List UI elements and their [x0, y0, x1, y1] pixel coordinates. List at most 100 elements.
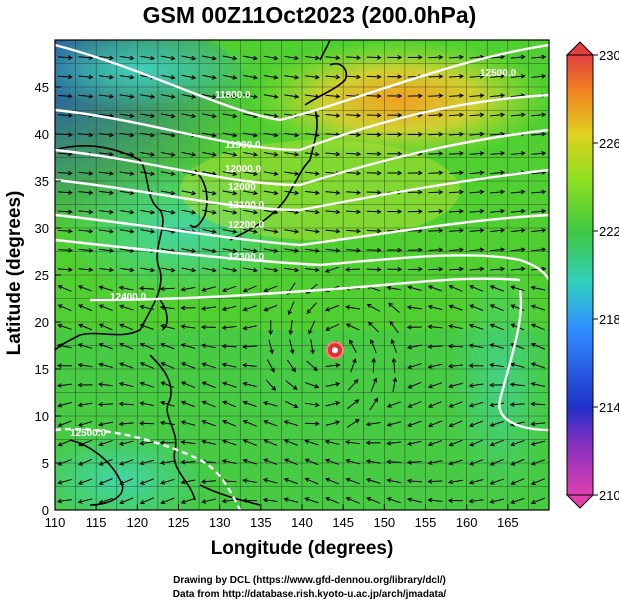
wind-arrow — [284, 74, 300, 80]
wind-arrow — [57, 439, 72, 447]
wind-arrow — [57, 93, 73, 99]
contour-label-3: 12000.0 — [225, 164, 262, 175]
wind-arrow — [119, 323, 134, 331]
wind-arrow — [490, 73, 506, 79]
wind-arrow — [304, 477, 319, 485]
wind-arrow — [119, 209, 135, 215]
wind-arrow — [242, 419, 257, 427]
coast-sakhalin — [319, 40, 331, 61]
wind-arrow — [366, 93, 382, 99]
wind-arrow — [119, 74, 135, 80]
wind-arrow — [222, 94, 238, 99]
wind-arrow — [366, 170, 382, 176]
wind-arrow — [160, 323, 175, 330]
wind-arrow — [386, 401, 401, 408]
wind-arrow — [427, 382, 443, 389]
wind-arrow — [325, 151, 341, 157]
wind-arrow — [325, 362, 341, 368]
wind-arrow — [201, 381, 216, 389]
wind-arrow — [386, 421, 402, 427]
wind-arrow — [468, 401, 484, 408]
wind-arrow — [159, 286, 175, 292]
wind-arrow — [304, 421, 320, 427]
wind-arrow — [346, 170, 362, 176]
wind-arrow — [365, 421, 381, 427]
wind-arrow — [406, 478, 422, 484]
wind-arrow — [530, 342, 545, 350]
wind-arrow — [468, 323, 484, 330]
wind-arrow — [390, 338, 398, 354]
wind-arrow — [530, 421, 546, 427]
wind-arrow — [407, 209, 423, 214]
wind-arrow — [263, 74, 279, 80]
wind-arrow — [427, 324, 443, 330]
wind-arrow — [448, 382, 463, 389]
wind-arrow — [242, 381, 258, 388]
wind-arrow — [325, 190, 341, 195]
wind-arrow — [99, 74, 115, 80]
colorbar-tick-label: 222 — [599, 224, 619, 239]
wind-arrow — [139, 478, 154, 485]
wind-arrow — [140, 113, 156, 119]
wind-arrow — [57, 209, 73, 215]
x-axis-title: Longitude (degrees) — [210, 538, 394, 559]
wind-arrow — [406, 324, 422, 330]
wind-arrow — [428, 189, 444, 195]
wind-arrow — [366, 190, 382, 195]
wind-arrow — [263, 304, 278, 312]
wind-arrow — [427, 344, 443, 350]
wind-arrow — [181, 113, 197, 119]
wind-arrow — [181, 190, 197, 196]
wind-arrow — [469, 112, 485, 118]
wind-arrow — [180, 497, 196, 505]
wind-arrow — [530, 459, 546, 466]
wind-arrow — [283, 477, 299, 485]
wind-arrow — [427, 401, 443, 408]
y-tick-label: 25 — [35, 268, 49, 283]
wind-arrow — [448, 324, 463, 330]
wind-arrow — [77, 323, 93, 331]
wind-arrow — [140, 209, 156, 215]
wind-arrow — [285, 380, 298, 390]
coast-asia — [55, 145, 164, 351]
coast-japan — [229, 109, 318, 241]
wind-arrow — [221, 459, 237, 464]
wind-arrow — [448, 131, 464, 137]
wind-arrow — [284, 94, 300, 99]
wind-arrow — [263, 171, 279, 176]
wind-arrow — [201, 420, 216, 427]
wind-arrow — [99, 267, 115, 273]
wind-arrow — [202, 113, 217, 119]
grid — [55, 40, 549, 510]
wind-arrow — [57, 190, 73, 195]
wind-arrow — [222, 248, 238, 254]
wind-arrow — [427, 479, 443, 484]
wind-arrow — [221, 362, 237, 368]
wind-arrow — [367, 321, 379, 333]
wind-arrow — [510, 73, 526, 79]
wind-arrow — [304, 458, 319, 466]
wind-arrow — [325, 113, 341, 118]
wind-arrow — [325, 55, 341, 61]
wind-arrow — [243, 229, 259, 234]
wind-arrow — [140, 94, 156, 99]
wind-arrow — [387, 151, 403, 157]
wind-arrow — [222, 171, 238, 177]
wind-arrow — [530, 362, 546, 369]
wind-arrow — [77, 478, 93, 485]
wind-arrow — [304, 402, 320, 408]
wind-arrow — [201, 286, 216, 292]
wind-arrow — [510, 304, 525, 311]
wind-arrow — [366, 247, 382, 253]
wind-arrow — [489, 323, 504, 331]
wind-arrow — [530, 401, 546, 407]
wind-arrow — [391, 357, 397, 373]
wind-arrow — [510, 478, 525, 485]
wind-arrow — [140, 229, 156, 234]
y-tick-label: 5 — [42, 456, 49, 471]
wind-arrow — [531, 228, 547, 233]
wind-arrow — [304, 190, 320, 196]
wind-arrow — [407, 285, 422, 291]
wind-arrow — [427, 285, 443, 292]
